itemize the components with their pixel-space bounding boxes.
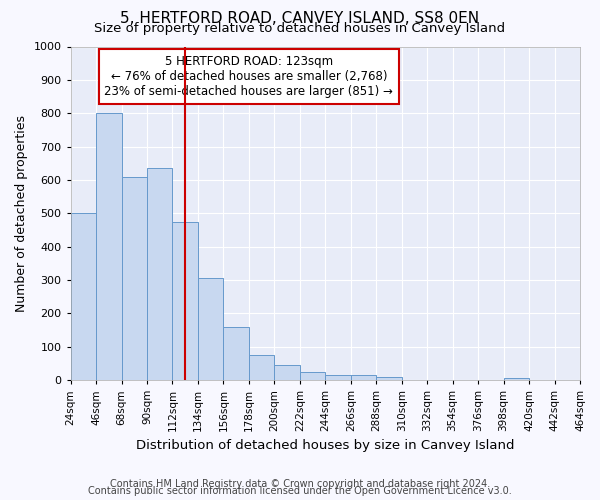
Bar (325, 375, 351, 380)
Bar (300, 372, 325, 380)
Bar (376, 376, 402, 380)
Y-axis label: Number of detached properties: Number of detached properties (15, 115, 28, 312)
X-axis label: Distribution of detached houses by size in Canvey Island: Distribution of detached houses by size … (136, 440, 515, 452)
Bar (249, 355, 274, 380)
Bar (223, 326, 249, 380)
Bar (172, 222, 198, 380)
Text: Contains public sector information licensed under the Open Government Licence v3: Contains public sector information licen… (88, 486, 512, 496)
Bar (503, 378, 529, 380)
Bar (147, 168, 172, 380)
Bar (351, 375, 376, 380)
Text: Contains HM Land Registry data © Crown copyright and database right 2024.: Contains HM Land Registry data © Crown c… (110, 479, 490, 489)
Text: 5, HERTFORD ROAD, CANVEY ISLAND, SS8 0EN: 5, HERTFORD ROAD, CANVEY ISLAND, SS8 0EN (121, 11, 479, 26)
Bar (274, 365, 300, 380)
Bar (122, 176, 147, 380)
Text: 5 HERTFORD ROAD: 123sqm
← 76% of detached houses are smaller (2,768)
23% of semi: 5 HERTFORD ROAD: 123sqm ← 76% of detache… (104, 55, 394, 98)
Bar (96, 113, 122, 380)
Bar (198, 278, 223, 380)
Text: Size of property relative to detached houses in Canvey Island: Size of property relative to detached ho… (94, 22, 506, 35)
Bar (71, 214, 96, 380)
